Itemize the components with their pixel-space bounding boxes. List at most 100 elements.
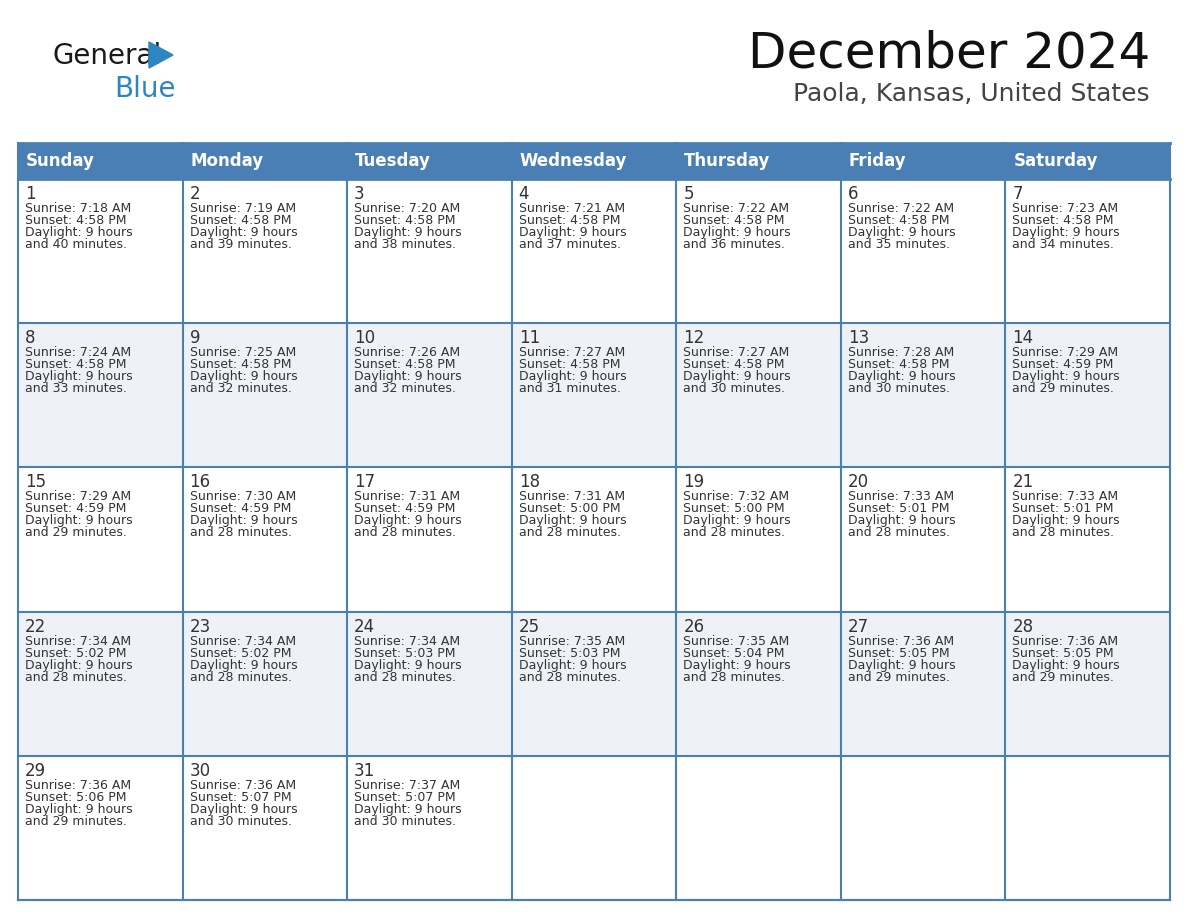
Text: Wednesday: Wednesday	[519, 152, 627, 170]
Text: Sunrise: 7:36 AM: Sunrise: 7:36 AM	[190, 778, 296, 792]
Text: 29: 29	[25, 762, 46, 779]
Text: Daylight: 9 hours: Daylight: 9 hours	[25, 370, 133, 383]
Text: Sunset: 4:59 PM: Sunset: 4:59 PM	[190, 502, 291, 515]
Text: Daylight: 9 hours: Daylight: 9 hours	[354, 514, 462, 528]
Text: and 30 minutes.: and 30 minutes.	[683, 382, 785, 396]
Text: 15: 15	[25, 474, 46, 491]
Text: and 28 minutes.: and 28 minutes.	[519, 526, 620, 540]
Text: and 31 minutes.: and 31 minutes.	[519, 382, 620, 396]
Bar	[1005, 179, 1170, 323]
Text: 21: 21	[1012, 474, 1034, 491]
Bar	[18, 143, 1170, 179]
Text: Sunset: 4:58 PM: Sunset: 4:58 PM	[683, 214, 785, 227]
Text: Sunset: 4:58 PM: Sunset: 4:58 PM	[25, 358, 126, 371]
Text: Sunset: 5:07 PM: Sunset: 5:07 PM	[190, 790, 291, 804]
Text: Sunrise: 7:31 AM: Sunrise: 7:31 AM	[519, 490, 625, 503]
Text: Sunset: 5:03 PM: Sunset: 5:03 PM	[519, 646, 620, 660]
Text: and 30 minutes.: and 30 minutes.	[848, 382, 950, 396]
Text: Sunrise: 7:24 AM: Sunrise: 7:24 AM	[25, 346, 131, 359]
Text: Daylight: 9 hours: Daylight: 9 hours	[848, 514, 955, 528]
Text: and 28 minutes.: and 28 minutes.	[190, 671, 291, 684]
Text: Daylight: 9 hours: Daylight: 9 hours	[683, 658, 791, 672]
Text: Sunrise: 7:27 AM: Sunrise: 7:27 AM	[519, 346, 625, 359]
Bar	[512, 611, 676, 756]
Text: 31: 31	[354, 762, 375, 779]
Text: and 36 minutes.: and 36 minutes.	[683, 238, 785, 251]
Text: and 40 minutes.: and 40 minutes.	[25, 238, 127, 251]
Text: Daylight: 9 hours: Daylight: 9 hours	[190, 803, 297, 816]
Bar	[18, 179, 183, 323]
Text: Daylight: 9 hours: Daylight: 9 hours	[848, 658, 955, 672]
Text: 2: 2	[190, 185, 201, 203]
Text: Daylight: 9 hours: Daylight: 9 hours	[25, 658, 133, 672]
Text: Sunset: 4:58 PM: Sunset: 4:58 PM	[519, 214, 620, 227]
Text: Daylight: 9 hours: Daylight: 9 hours	[848, 226, 955, 239]
Bar	[676, 323, 841, 467]
Text: Sunrise: 7:28 AM: Sunrise: 7:28 AM	[848, 346, 954, 359]
Text: Sunset: 4:58 PM: Sunset: 4:58 PM	[1012, 214, 1114, 227]
Bar	[1005, 323, 1170, 467]
Text: Sunset: 5:00 PM: Sunset: 5:00 PM	[683, 502, 785, 515]
Text: Sunrise: 7:30 AM: Sunrise: 7:30 AM	[190, 490, 296, 503]
Text: Sunrise: 7:29 AM: Sunrise: 7:29 AM	[25, 490, 131, 503]
Text: 6: 6	[848, 185, 859, 203]
Text: and 30 minutes.: and 30 minutes.	[190, 815, 291, 828]
Text: and 28 minutes.: and 28 minutes.	[25, 671, 127, 684]
Text: 4: 4	[519, 185, 529, 203]
Text: Sunset: 5:05 PM: Sunset: 5:05 PM	[848, 646, 949, 660]
Bar	[183, 467, 347, 611]
Text: Sunrise: 7:18 AM: Sunrise: 7:18 AM	[25, 202, 131, 215]
Text: Daylight: 9 hours: Daylight: 9 hours	[25, 514, 133, 528]
Text: and 28 minutes.: and 28 minutes.	[848, 526, 950, 540]
Bar	[1005, 611, 1170, 756]
Bar	[676, 756, 841, 900]
Text: and 30 minutes.: and 30 minutes.	[354, 815, 456, 828]
Text: Sunset: 4:58 PM: Sunset: 4:58 PM	[190, 214, 291, 227]
Text: 12: 12	[683, 330, 704, 347]
Bar	[841, 611, 1005, 756]
Text: Sunrise: 7:31 AM: Sunrise: 7:31 AM	[354, 490, 460, 503]
Text: Tuesday: Tuesday	[355, 152, 431, 170]
Text: Sunrise: 7:35 AM: Sunrise: 7:35 AM	[519, 634, 625, 647]
Text: Sunrise: 7:36 AM: Sunrise: 7:36 AM	[848, 634, 954, 647]
Bar	[183, 611, 347, 756]
Text: Sunrise: 7:33 AM: Sunrise: 7:33 AM	[1012, 490, 1119, 503]
Text: and 29 minutes.: and 29 minutes.	[848, 671, 949, 684]
Text: Sunset: 5:02 PM: Sunset: 5:02 PM	[190, 646, 291, 660]
Text: Sunrise: 7:37 AM: Sunrise: 7:37 AM	[354, 778, 461, 792]
Text: Sunrise: 7:19 AM: Sunrise: 7:19 AM	[190, 202, 296, 215]
Bar	[676, 467, 841, 611]
Text: and 28 minutes.: and 28 minutes.	[190, 526, 291, 540]
Text: 18: 18	[519, 474, 539, 491]
Text: Thursday: Thursday	[684, 152, 771, 170]
Bar	[1005, 467, 1170, 611]
Text: Sunset: 5:03 PM: Sunset: 5:03 PM	[354, 646, 456, 660]
Text: and 29 minutes.: and 29 minutes.	[1012, 671, 1114, 684]
Text: Sunset: 4:58 PM: Sunset: 4:58 PM	[354, 214, 456, 227]
Text: and 29 minutes.: and 29 minutes.	[25, 526, 127, 540]
Text: 19: 19	[683, 474, 704, 491]
Text: and 29 minutes.: and 29 minutes.	[1012, 382, 1114, 396]
Text: Sunday: Sunday	[26, 152, 95, 170]
Bar	[18, 467, 183, 611]
Text: Sunset: 4:58 PM: Sunset: 4:58 PM	[848, 358, 949, 371]
Text: Paola, Kansas, United States: Paola, Kansas, United States	[794, 82, 1150, 106]
Text: Sunrise: 7:32 AM: Sunrise: 7:32 AM	[683, 490, 789, 503]
Text: Sunrise: 7:36 AM: Sunrise: 7:36 AM	[25, 778, 131, 792]
Text: Sunrise: 7:23 AM: Sunrise: 7:23 AM	[1012, 202, 1119, 215]
Text: 30: 30	[190, 762, 210, 779]
Polygon shape	[148, 42, 173, 68]
Text: Sunrise: 7:29 AM: Sunrise: 7:29 AM	[1012, 346, 1119, 359]
Bar	[18, 756, 183, 900]
Text: Daylight: 9 hours: Daylight: 9 hours	[190, 658, 297, 672]
Text: Sunset: 4:59 PM: Sunset: 4:59 PM	[25, 502, 126, 515]
Bar	[347, 323, 512, 467]
Text: Sunset: 5:00 PM: Sunset: 5:00 PM	[519, 502, 620, 515]
Text: Daylight: 9 hours: Daylight: 9 hours	[1012, 370, 1120, 383]
Bar	[1005, 756, 1170, 900]
Text: Sunrise: 7:26 AM: Sunrise: 7:26 AM	[354, 346, 460, 359]
Text: and 32 minutes.: and 32 minutes.	[354, 382, 456, 396]
Text: 11: 11	[519, 330, 541, 347]
Text: 27: 27	[848, 618, 868, 635]
Bar	[841, 467, 1005, 611]
